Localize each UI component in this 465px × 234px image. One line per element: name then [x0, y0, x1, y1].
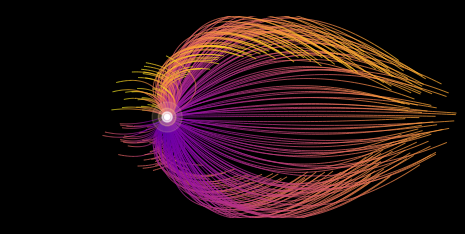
- Circle shape: [152, 102, 182, 132]
- Circle shape: [162, 112, 172, 122]
- Circle shape: [166, 116, 168, 118]
- Circle shape: [159, 108, 176, 126]
- Circle shape: [165, 114, 170, 120]
